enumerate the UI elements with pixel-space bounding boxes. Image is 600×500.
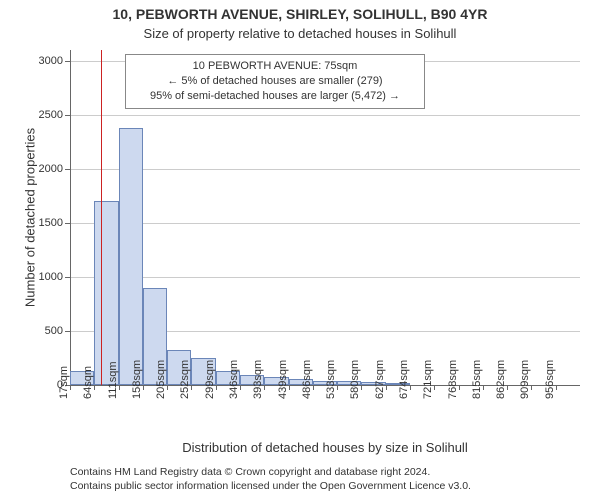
x-tick	[507, 385, 508, 390]
y-tick-label: 500	[25, 325, 63, 337]
x-tick	[191, 385, 192, 390]
x-tick	[410, 385, 411, 390]
histogram-bar	[94, 201, 118, 385]
x-tick	[70, 385, 71, 390]
x-tick	[94, 385, 95, 390]
y-tick-label: 1000	[25, 271, 63, 283]
annotation-line1: 10 PEBWORTH AVENUE: 75sqm	[132, 59, 418, 74]
y-axis-line	[70, 50, 71, 385]
y-tick	[65, 277, 70, 278]
x-tick	[240, 385, 241, 390]
annotation-box: 10 PEBWORTH AVENUE: 75sqm ← 5% of detach…	[125, 54, 425, 109]
gridline	[70, 223, 580, 224]
marker-line	[101, 50, 103, 385]
y-tick	[65, 223, 70, 224]
gridline	[70, 169, 580, 170]
annotation-line3: 95% of semi-detached houses are larger (…	[132, 89, 418, 104]
annotation-line2: ← 5% of detached houses are smaller (279…	[132, 74, 418, 89]
x-tick	[337, 385, 338, 390]
x-tick	[361, 385, 362, 390]
footer-line1: Contains HM Land Registry data © Crown c…	[70, 465, 471, 479]
y-tick	[65, 115, 70, 116]
y-tick-label: 1500	[25, 217, 63, 229]
x-tick	[531, 385, 532, 390]
y-tick	[65, 169, 70, 170]
y-tick-label: 2500	[25, 109, 63, 121]
y-tick-label: 3000	[25, 55, 63, 67]
footer-text: Contains HM Land Registry data © Crown c…	[70, 465, 471, 493]
x-tick	[434, 385, 435, 390]
footer-line2: Contains public sector information licen…	[70, 479, 471, 493]
y-tick	[65, 61, 70, 62]
x-tick	[167, 385, 168, 390]
chart-title-main: 10, PEBWORTH AVENUE, SHIRLEY, SOLIHULL, …	[0, 6, 600, 22]
y-tick-label: 2000	[25, 163, 63, 175]
chart-container: 10, PEBWORTH AVENUE, SHIRLEY, SOLIHULL, …	[0, 0, 600, 500]
chart-title-sub: Size of property relative to detached ho…	[0, 26, 600, 41]
x-tick	[264, 385, 265, 390]
x-axis-title: Distribution of detached houses by size …	[70, 440, 580, 455]
gridline	[70, 115, 580, 116]
histogram-bar	[119, 128, 143, 385]
y-tick	[65, 331, 70, 332]
gridline	[70, 277, 580, 278]
